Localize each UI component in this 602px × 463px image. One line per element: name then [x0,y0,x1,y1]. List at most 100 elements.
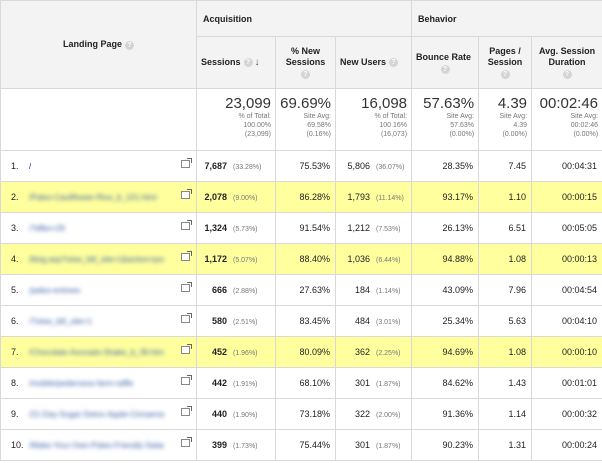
landing-page-link[interactable]: /mobile/pederosos-farm-raffle [29,379,134,389]
help-icon[interactable]: ? [389,58,399,68]
landing-page-link[interactable]: / [29,162,32,172]
pct-new-sessions-cell: 88.40% [275,243,336,275]
sessions-value: 7,687 [204,161,227,171]
totals-avg-session-duration: 00:02:46 Site Avg: 00:02:46 (0.00%) [531,88,602,151]
row-number: 6. [11,315,19,326]
totals-pct-new-sessions: 69.69% Site Avg: 69.58% (0.16%) [275,88,336,151]
open-external-icon[interactable] [181,282,192,292]
table-row[interactable]: 5. /paleo-entrees 666 (2.88%) 27.63% 184 (1.14… [0,274,602,306]
landing-page-link[interactable]: /21-Day-Sugar-Detox-Apple-Cinnamon-Donut… [29,410,164,420]
pct-new-sessions-column-header[interactable]: % New Sessions? [275,36,336,89]
open-external-icon[interactable] [181,375,192,385]
open-external-icon[interactable] [181,189,192,199]
new-users-percent: (1.87%) [376,443,401,450]
row-number: 8. [11,377,19,388]
new-users-percent: (3.01%) [376,319,401,326]
open-external-icon[interactable] [181,406,192,416]
landing-page-link[interactable]: /?view_bill_site=1 [29,317,92,327]
bounce-rate-cell: 93.17% [411,181,480,213]
new-users-cell: 362 (2.25%) [334,336,413,368]
landing-page-link[interactable]: /Paleo-Cauliflower-Rice_b_101.html [29,193,157,203]
new-users-cell: 1,036 (6.44%) [334,243,413,275]
totals-row: 23,099 % of Total: 100.00% (23,099) 69.6… [0,88,602,151]
sessions-column-header[interactable]: Sessions? ↓ [196,36,276,89]
open-external-icon[interactable] [181,158,192,168]
bounce-rate-column-header[interactable]: Bounce Rate? [411,36,480,89]
help-icon[interactable]: ? [440,64,450,74]
new-users-value: 362 [354,347,370,357]
avg-session-duration-cell: 00:01:01 [531,367,602,399]
sessions-cell: 442 (1.91%) [196,367,276,399]
new-users-percent: (11.14%) [376,195,404,202]
avg-session-duration-column-header[interactable]: Avg. Session Duration? [531,36,602,89]
new-users-cell: 1,212 (7.53%) [334,212,413,244]
landing-page-link[interactable]: /blog.asp?view_bill_site=1&action=posts&… [29,255,164,265]
totals-bounce-rate: 57.63% Site Avg: 57.63% (0.00%) [411,88,480,151]
table-row[interactable]: 4. /blog.asp?view_bill_site=1&action=post… [0,243,602,275]
help-icon[interactable]: ? [125,40,134,50]
sessions-cell: 440 (1.90%) [196,398,276,430]
pct-new-sessions-cell: 68.10% [275,367,336,399]
acquisition-group-header: Acquisition [195,0,413,37]
sort-descending-icon[interactable]: ↓ [254,57,260,68]
help-icon[interactable]: ? [500,70,510,79]
new-users-value: 1,036 [347,254,370,264]
new-users-cell: 301 (1.87%) [334,429,413,461]
sessions-cell: 1,172 (5.07%) [196,243,276,275]
new-users-column-header[interactable]: New Users? [334,36,413,89]
pages-session-cell: 1.08 [478,336,533,368]
table-row[interactable]: 8. /mobile/pederosos-farm-raffle 442 (1.91%… [0,367,602,399]
landing-page-link[interactable]: /?dfbn=29 [29,224,65,234]
pages-session-cell: 7.45 [478,150,533,182]
avg-session-duration-cell: 00:00:32 [531,398,602,430]
pages-session-column-header[interactable]: Pages / Session? [478,36,533,89]
sessions-percent: (1.91%) [233,381,258,388]
landing-page-cell: 9. /21-Day-Sugar-Detox-Apple-Cinnamon-Don… [0,398,197,430]
landing-page-link[interactable]: /paleo-entrees [29,286,81,296]
new-users-value: 301 [354,378,370,388]
bounce-rate-cell: 90.23% [411,429,480,461]
pct-new-sessions-cell: 80.09% [275,336,336,368]
open-external-icon[interactable] [181,251,192,261]
table-row[interactable]: 1. / 7,687 (33.28%) 75.53% 5,806 (36.07%) 28.35… [0,150,602,182]
sessions-cell: 7,687 (33.28%) [196,150,276,182]
help-icon[interactable]: ? [562,70,572,79]
new-users-percent: (2.00%) [376,412,401,419]
open-external-icon[interactable] [181,220,192,230]
table-row[interactable]: 3. /?dfbn=29 1,324 (5.73%) 91.54% 1,212 (7.53%… [0,212,602,244]
help-icon[interactable]: ? [301,70,310,79]
totals-sessions: 23,099 % of Total: 100.00% (23,099) [196,88,276,151]
table-row[interactable]: 2. /Paleo-Cauliflower-Rice_b_101.html 2,07… [0,181,602,213]
open-external-icon[interactable] [181,313,192,323]
pct-new-sessions-cell: 86.28% [275,181,336,213]
sessions-percent: (5.73%) [233,226,258,233]
pages-session-cell: 5.63 [478,305,533,337]
pct-new-sessions-cell: 91.54% [275,212,336,244]
pct-new-sessions-cell: 27.63% [275,274,336,306]
table-row[interactable]: 9. /21-Day-Sugar-Detox-Apple-Cinnamon-Don… [0,398,602,430]
sessions-cell: 452 (1.96%) [196,336,276,368]
new-users-cell: 5,806 (36.07%) [334,150,413,182]
landing-page-cell: 3. /?dfbn=29 [0,212,197,244]
help-icon[interactable]: ? [243,58,253,68]
new-users-value: 301 [354,440,370,450]
pct-new-sessions-cell: 75.44% [275,429,336,461]
new-users-value: 184 [354,285,370,295]
new-users-percent: (2.25%) [376,350,401,357]
landing-page-link[interactable]: /Make-Your-Own-Paleo-Friendly-Salad-Dres… [29,441,164,451]
sessions-value: 399 [211,440,227,450]
sessions-percent: (2.88%) [233,288,258,295]
avg-session-duration-cell: 00:00:13 [531,243,602,275]
landing-page-cell: 5. /paleo-entrees [0,274,197,306]
landing-page-cell: 4. /blog.asp?view_bill_site=1&action=post… [0,243,197,275]
row-number: 10. [11,439,24,450]
table-row[interactable]: 7. /Chocolate-Avocado-Shake_b_39.html 452 (… [0,336,602,368]
open-external-icon[interactable] [181,344,192,354]
new-users-value: 484 [354,316,370,326]
landing-page-link[interactable]: /Chocolate-Avocado-Shake_b_39.html [29,348,164,358]
sessions-value: 1,324 [204,223,227,233]
table-row[interactable]: 6. /?view_bill_site=1 580 (2.51%) 83.45% 484 (… [0,305,602,337]
open-external-icon[interactable] [181,437,192,447]
table-row[interactable]: 10. /Make-Your-Own-Paleo-Friendly-Salad-D… [0,429,602,461]
landing-page-header[interactable]: Landing Page? [0,0,197,89]
